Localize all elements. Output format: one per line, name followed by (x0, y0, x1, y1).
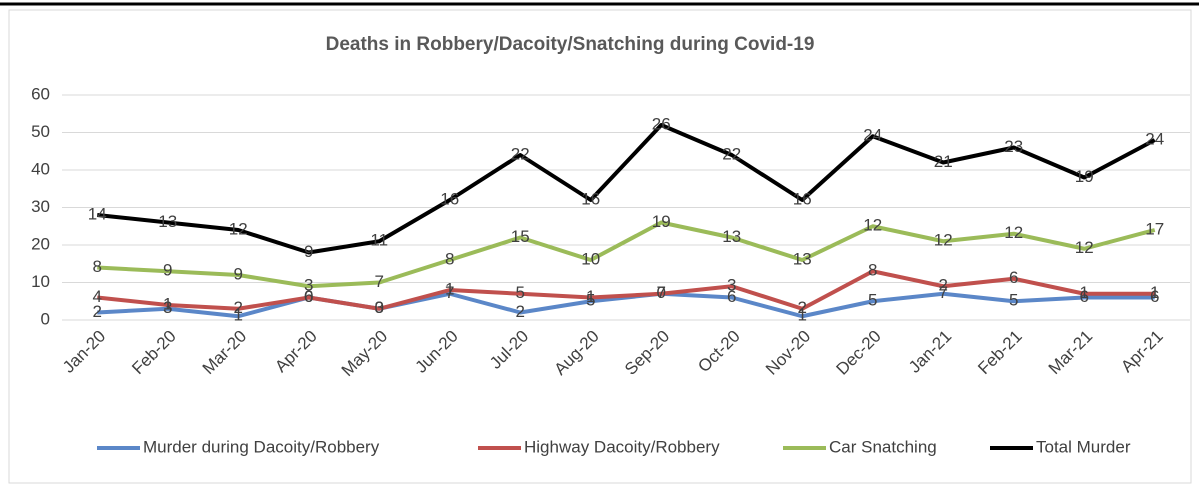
data-label: 1 (1150, 283, 1159, 302)
data-label: 7 (657, 283, 666, 302)
data-label: 1 (234, 306, 243, 325)
data-label: 19 (652, 212, 671, 231)
data-label: 12 (229, 219, 248, 238)
chart-frame (8, 9, 1192, 484)
data-label: 16 (581, 189, 600, 208)
data-label: 6 (1080, 287, 1089, 306)
data-label: 22 (722, 144, 741, 163)
data-label: 1 (798, 306, 807, 325)
data-label: 2 (798, 298, 807, 317)
data-label: 22 (511, 144, 530, 163)
legend-label: Total Murder (1036, 437, 1131, 456)
legend-label: Murder during Dacoity/Robbery (143, 437, 380, 456)
legend-label: Car Snatching (829, 437, 937, 456)
data-label: 2 (939, 276, 948, 295)
data-label: 17 (1145, 219, 1164, 238)
data-label: 7 (375, 272, 384, 291)
legend-label: Highway Dacoity/Robbery (524, 437, 720, 456)
data-label: 12 (863, 216, 882, 235)
chart-title: Deaths in Robbery/Dacoity/Snatching duri… (326, 34, 815, 55)
y-tick-label: 10 (31, 272, 50, 291)
data-label: 13 (158, 212, 177, 231)
data-label: 12 (1004, 223, 1023, 242)
data-label: 2 (234, 298, 243, 317)
data-label: 13 (793, 249, 812, 268)
data-label: 2 (93, 302, 102, 321)
data-label: 24 (863, 126, 882, 145)
data-label: 9 (163, 261, 172, 280)
data-label: 1 (1080, 283, 1089, 302)
y-tick-label: 40 (31, 159, 50, 178)
data-label: 8 (868, 261, 877, 280)
series-line (97, 269, 1155, 311)
data-label: 6 (304, 287, 313, 306)
series-line (97, 123, 1156, 255)
data-label: 3 (727, 276, 736, 295)
data-label: 3 (375, 298, 384, 317)
data-label: 8 (445, 249, 454, 268)
data-label: 1 (445, 279, 454, 298)
data-label: 5 (586, 291, 595, 310)
y-tick-label: 60 (31, 84, 50, 103)
data-label: 6 (1150, 287, 1159, 306)
data-label: 21 (934, 152, 953, 171)
data-label: 6 (1009, 268, 1018, 287)
data-label: 9 (234, 264, 243, 283)
data-label: 13 (722, 227, 741, 246)
data-label: 3 (304, 276, 313, 295)
data-label: 14 (88, 204, 107, 223)
data-label: 5 (868, 291, 877, 310)
data-label: 1 (163, 294, 172, 313)
data-label: 24 (1145, 129, 1164, 148)
data-label: 16 (440, 189, 459, 208)
data-label: 2 (516, 302, 525, 321)
data-label: 0 (375, 298, 384, 317)
data-label: 6 (727, 287, 736, 306)
data-label: 4 (93, 287, 102, 306)
data-label: 12 (1075, 238, 1094, 257)
data-label: 8 (93, 257, 102, 276)
series-line (97, 220, 1156, 289)
y-tick-label: 0 (41, 309, 50, 328)
data-label: 7 (445, 283, 454, 302)
data-label: 5 (1009, 291, 1018, 310)
data-label: 15 (511, 227, 530, 246)
data-label: 3 (163, 298, 172, 317)
data-label: 5 (516, 283, 525, 302)
data-label: 0 (304, 287, 313, 306)
data-label: 0 (657, 283, 666, 302)
data-label: 12 (934, 231, 953, 250)
data-label: 9 (304, 242, 313, 261)
data-label: 19 (1075, 167, 1094, 186)
data-label: 11 (370, 231, 388, 250)
y-tick-label: 30 (31, 197, 50, 216)
data-label: 7 (939, 283, 948, 302)
data-label: 23 (1004, 137, 1023, 156)
data-label: 16 (793, 189, 812, 208)
y-tick-label: 50 (31, 122, 50, 141)
data-label: 10 (581, 249, 600, 268)
data-label: 26 (652, 114, 671, 133)
data-label: 1 (586, 287, 595, 306)
y-tick-label: 20 (31, 234, 50, 253)
